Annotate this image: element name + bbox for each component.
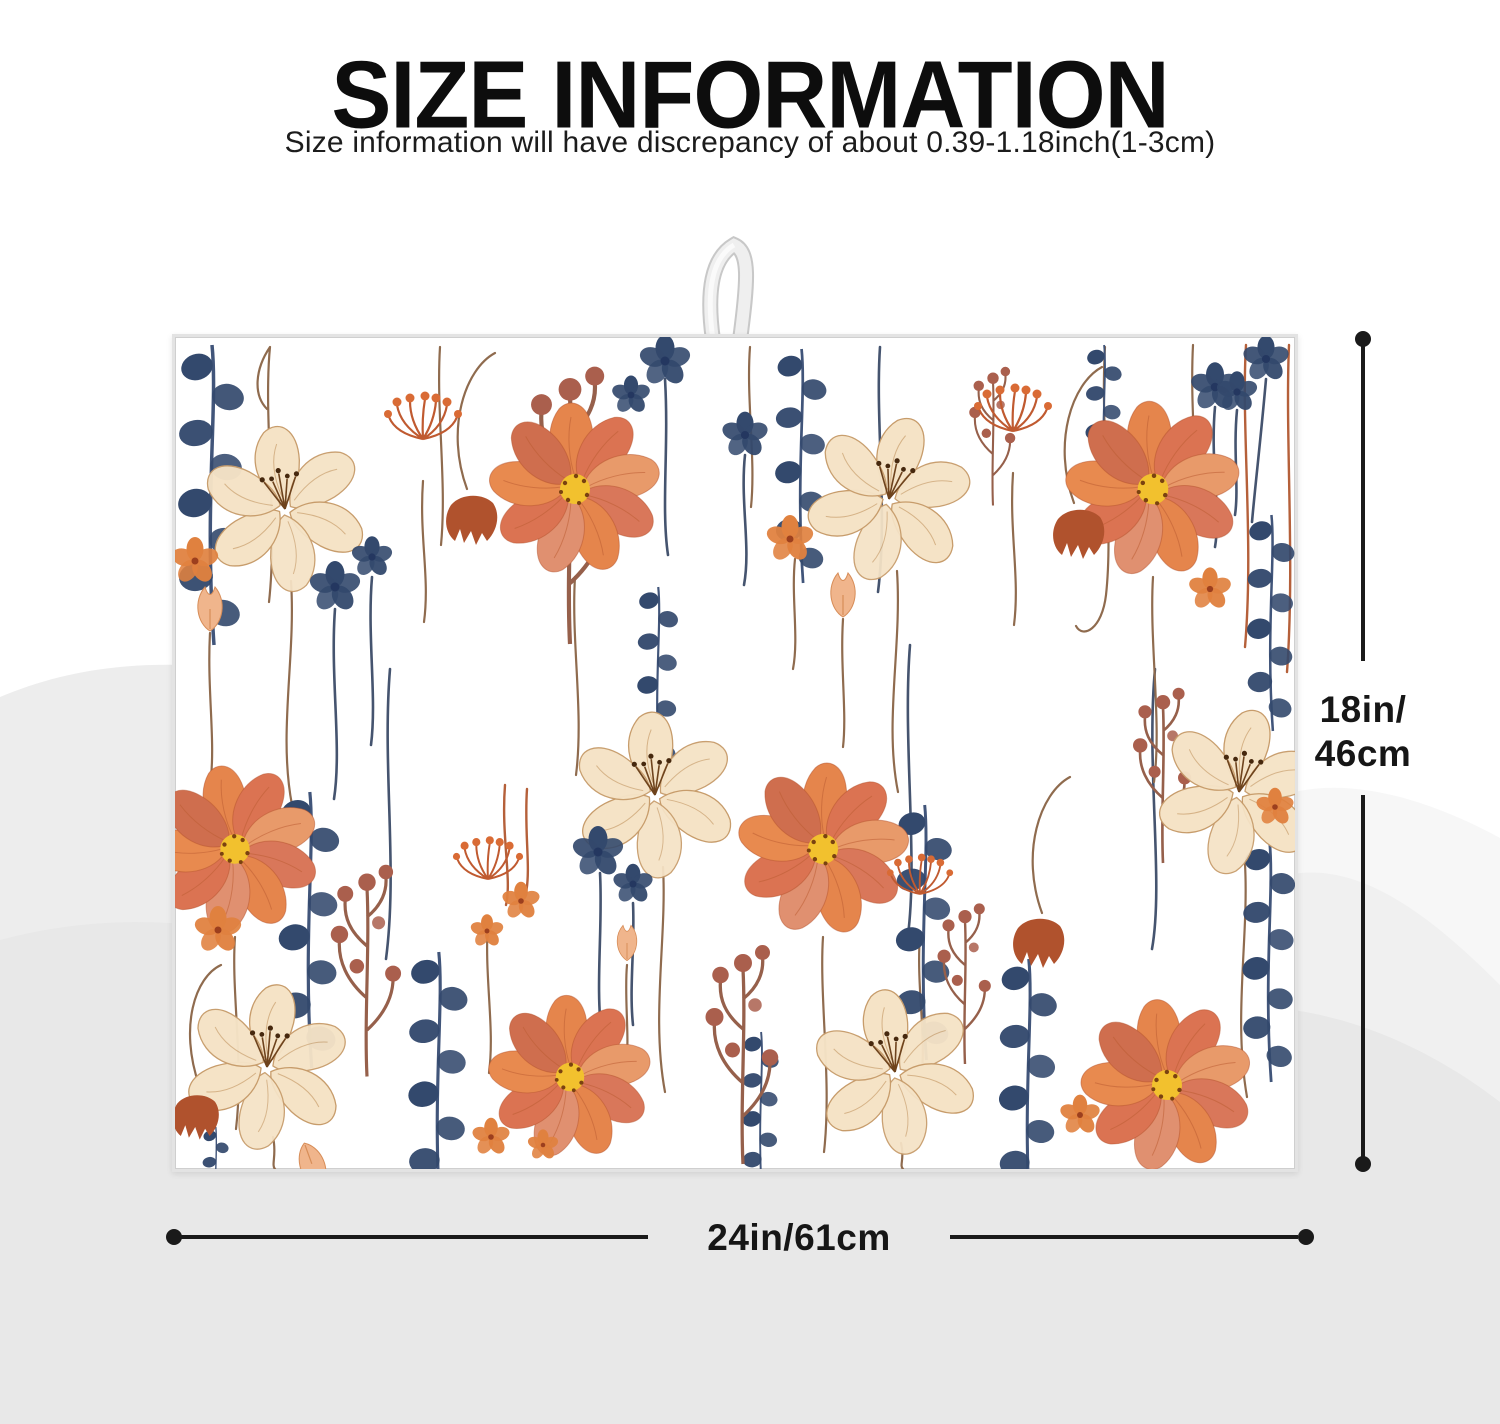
height-dimension-bottom-dot (1355, 1156, 1371, 1172)
height-label-inches: 18in/ (1319, 689, 1407, 730)
height-label-cm: 46cm (1314, 733, 1412, 774)
width-dimension-left-dot (166, 1229, 182, 1245)
page-subtitle: Size information will have discrepancy o… (284, 126, 1216, 159)
width-label: 24in/61cm (707, 1217, 891, 1258)
width-dimension-line-right (950, 1235, 1298, 1239)
height-dimension-line-upper (1361, 341, 1365, 661)
dish-drying-mat (172, 334, 1298, 1172)
floral-pattern (175, 337, 1295, 1169)
height-dimension-line-lower (1361, 795, 1365, 1163)
width-dimension-right-dot (1298, 1229, 1314, 1245)
rust-stems (502, 343, 1292, 907)
hanging-loop (702, 236, 755, 340)
page-title: SIZE INFORMATION (331, 42, 1169, 149)
height-dimension-top-dot (1355, 331, 1371, 347)
height-label: 18in/ 46cm (1298, 688, 1428, 776)
width-dimension-line-left (180, 1235, 648, 1239)
